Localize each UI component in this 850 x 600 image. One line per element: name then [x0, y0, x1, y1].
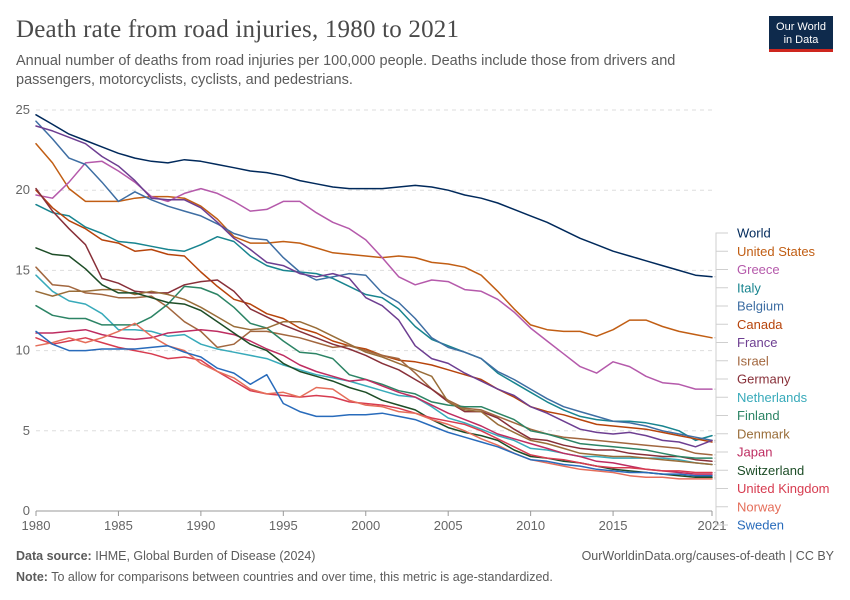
owid-logo[interactable]: Our World in Data: [769, 16, 833, 52]
y-tick-label-20: 20: [16, 182, 30, 197]
note-label: Note:: [16, 570, 48, 584]
legend-connector-sweden: [714, 475, 728, 526]
series-line-germany: [35, 187, 713, 463]
y-tick-label-0: 0: [23, 503, 30, 518]
series-line-switzerland: [35, 247, 713, 479]
y-tick-label-25: 25: [16, 102, 30, 117]
legend-label-italy: Italy: [737, 280, 761, 295]
legend-label-denmark: Denmark: [737, 426, 790, 441]
x-tick-label-2000: 2000: [351, 518, 380, 533]
legend-label-germany: Germany: [737, 372, 791, 387]
source-text[interactable]: IHME, Global Burden of Disease (2024): [95, 549, 316, 563]
x-tick-label-1995: 1995: [269, 518, 298, 533]
x-tick-label-2005: 2005: [434, 518, 463, 533]
y-tick-label-15: 15: [16, 262, 30, 277]
series-line-norway: [35, 322, 713, 480]
legend-label-united-states: United States: [737, 244, 816, 259]
x-tick-label-1985: 1985: [104, 518, 133, 533]
legend-label-netherlands: Netherlands: [737, 390, 808, 405]
legend-label-switzerland: Switzerland: [737, 463, 804, 478]
source-label: Data source:: [16, 549, 92, 563]
legend-label-belgium: Belgium: [737, 299, 784, 314]
x-tick-label-1990: 1990: [186, 518, 215, 533]
series-line-world: [35, 114, 713, 278]
logo-line-1: Our World: [776, 21, 826, 33]
x-tick-label-2010: 2010: [516, 518, 545, 533]
x-axis: 1980 1985 1990 1995 2000 2005 2010 2015 2021: [22, 510, 727, 533]
logo-line-2: in Data: [783, 34, 819, 46]
x-tick-label-2015: 2015: [599, 518, 628, 533]
legend-label-france: France: [737, 335, 777, 350]
legend-label-united-kingdom: United Kingdom: [737, 481, 830, 496]
legend-connector-denmark: [714, 433, 728, 465]
y-tick-label-10: 10: [16, 343, 30, 358]
series-line-italy: [35, 203, 713, 442]
legend-label-norway: Norway: [737, 499, 782, 514]
legend-label-sweden: Sweden: [737, 518, 784, 533]
legend-label-canada: Canada: [737, 317, 783, 332]
series-line-denmark: [35, 288, 713, 466]
source-note: Data source: IHME, Global Burden of Dise…: [16, 549, 315, 563]
legend-label-israel: Israel: [737, 353, 769, 368]
legend-label-finland: Finland: [737, 408, 780, 423]
series-line-france: [35, 125, 713, 448]
x-tick-label-2021: 2021: [698, 518, 727, 533]
legend-label-japan: Japan: [737, 445, 772, 460]
series-lines: [35, 114, 713, 480]
legend-connector-japan: [714, 451, 728, 475]
url-credit[interactable]: OurWorldinData.org/causes-of-death | CC …: [581, 549, 834, 563]
y-axis-tick-labels: 0 5 10 15 20 25: [16, 102, 30, 518]
legend-label-greece: Greece: [737, 262, 780, 277]
series-line-finland: [35, 285, 713, 459]
chart-title: Death rate from road injuries, 1980 to 2…: [16, 16, 460, 43]
series-line-canada: [35, 189, 713, 443]
series-line-netherlands: [35, 274, 713, 466]
note: Note: To allow for comparisons between c…: [16, 570, 553, 584]
y-tick-label-5: 5: [23, 423, 30, 438]
legend: World United States Greece Italy Belgium Cana…: [714, 226, 830, 533]
series-line-united-states: [35, 142, 713, 339]
legend-label-world: World: [737, 226, 771, 241]
gridlines: [36, 109, 712, 432]
series-line-japan: [35, 328, 713, 475]
series-line-belgium: [35, 120, 713, 442]
x-tick-label-1980: 1980: [22, 518, 51, 533]
chart-subtitle: Annual number of deaths from road injuri…: [16, 53, 676, 88]
series-line-united-kingdom: [35, 337, 713, 474]
series-line-sweden: [35, 330, 713, 477]
note-text: To allow for comparisons between countri…: [51, 570, 553, 584]
